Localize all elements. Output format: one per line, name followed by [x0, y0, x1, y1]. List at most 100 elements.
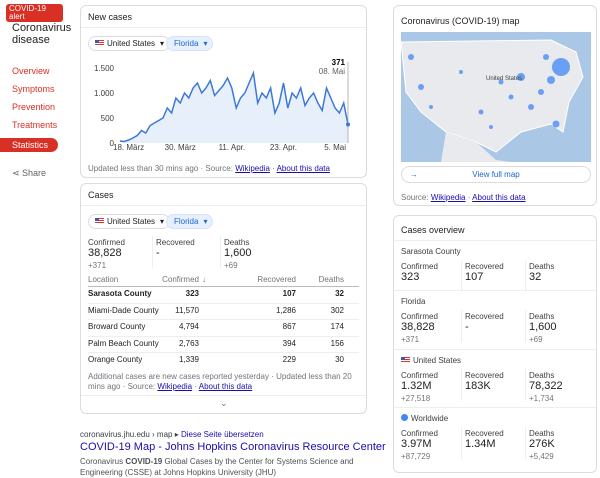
divider — [81, 205, 366, 206]
share[interactable]: ⋖ Share — [12, 168, 46, 179]
table-cell: Broward County — [88, 322, 146, 331]
country-filter[interactable]: United States — [88, 214, 171, 229]
divider — [394, 290, 596, 291]
filter-label: Florida — [174, 39, 199, 48]
table-cell: 107 — [282, 289, 296, 298]
region-name: Worldwide — [401, 414, 448, 423]
table-header: Confirmed — [162, 275, 199, 284]
region-label: Florida — [401, 297, 426, 306]
state-filter[interactable]: Florida — [166, 36, 214, 51]
footer: Updated less than 30 mins ago · Source: … — [88, 164, 330, 173]
separator — [525, 427, 526, 459]
footer: Additional cases are new cases reported … — [88, 372, 352, 391]
nav-item[interactable]: Symptoms — [12, 84, 55, 94]
stat-value: 276K — [529, 438, 555, 450]
alert-badge[interactable]: COVID-19 alert — [6, 4, 63, 22]
stat-label: Deaths — [529, 371, 555, 380]
row-divider — [88, 352, 359, 353]
separator — [152, 236, 153, 268]
divider — [394, 240, 596, 241]
about-link[interactable]: About this data — [198, 382, 253, 391]
table-header: Recovered — [257, 275, 296, 284]
table-cell: 1,286 — [275, 305, 296, 315]
table-cell: 302 — [330, 305, 344, 315]
nav-item[interactable]: Overview — [12, 66, 50, 76]
card-title: Cases — [88, 190, 114, 200]
region-label: Worldwide — [411, 414, 449, 423]
region-name: Florida — [401, 297, 425, 306]
stat-label: Deaths — [529, 429, 555, 438]
stat-label: Deaths — [529, 262, 555, 271]
separator — [461, 310, 462, 342]
nav-item[interactable]: Prevention — [12, 102, 56, 112]
stat-value: 1,600 — [529, 321, 557, 333]
separator — [525, 260, 526, 292]
stat-change: +87,729 — [401, 452, 431, 461]
snippet-text: Global Cases by the Center for Systems S… — [80, 457, 354, 477]
state-filter[interactable]: Florida — [166, 214, 214, 229]
separator — [461, 260, 462, 292]
table-cell: Miami-Dade County — [88, 305, 159, 315]
row-divider — [88, 302, 359, 304]
source-link[interactable]: Wikipedia — [430, 193, 466, 202]
divider — [394, 407, 596, 408]
about-link[interactable]: About this data — [472, 193, 526, 202]
stat-change: +27,518 — [401, 394, 431, 403]
stat-value: 38,828 — [88, 247, 122, 259]
translate-link[interactable]: Diese Seite übersetzen — [180, 430, 264, 439]
stat-label: Recovered — [156, 238, 195, 247]
globe-icon — [401, 414, 408, 421]
stat-label: Confirmed — [401, 312, 438, 321]
source-link[interactable]: Wikipedia — [235, 164, 270, 173]
source-link[interactable]: Wikipedia — [157, 382, 193, 391]
flag-icon — [401, 357, 410, 363]
updated: Updated less than 30 mins ago — [88, 164, 199, 173]
map[interactable]: United States — [401, 32, 591, 162]
divider — [394, 349, 596, 350]
stat-change: +69 — [529, 335, 543, 344]
result-title[interactable]: COVID-19 Map - Johns Hopkins Coronavirus… — [80, 441, 386, 453]
stat-value: 323 — [401, 271, 420, 283]
region-name: United States — [401, 356, 461, 365]
new-cases-card: New cases United States Florida Updated … — [80, 5, 367, 178]
stat-label: Deaths — [529, 312, 555, 321]
stat-value: 1.32M — [401, 380, 432, 392]
card-title: New cases — [88, 12, 133, 22]
separator — [220, 236, 221, 268]
expand-chevron[interactable]: ⌄ — [220, 398, 228, 408]
share-icon: ⋖ — [12, 168, 23, 178]
table-cell: 1,339 — [178, 355, 199, 364]
stat-label: Recovered — [465, 371, 504, 380]
divider — [81, 27, 366, 28]
map-label: United States — [486, 76, 522, 82]
table-cell: 867 — [282, 322, 296, 331]
filter-label: Florida — [174, 217, 199, 226]
note: Additional cases are new cases reported … — [88, 372, 352, 391]
divider — [81, 395, 366, 396]
breadcrumb: coronavirus.jhu.edu › map ▸ Diese Seite … — [80, 430, 264, 439]
view-map-button[interactable]: → View full map — [401, 166, 591, 183]
nav-item[interactable]: Treatments — [12, 120, 58, 130]
separator — [525, 310, 526, 342]
stat-value: 38,828 — [401, 321, 435, 333]
separator — [461, 427, 462, 459]
filter-label: United States — [107, 217, 156, 226]
stat-value: 107 — [465, 271, 484, 283]
snippet-bold: COVID-19 — [125, 457, 163, 466]
about-link[interactable]: About this data — [276, 164, 330, 173]
sort-icon: ↓ — [202, 275, 206, 284]
country-filter[interactable]: United States — [88, 36, 171, 51]
stat-change: +1,734 — [529, 394, 554, 403]
table-header: Location — [88, 275, 119, 284]
table-cell: Sarasota County — [88, 289, 152, 298]
table-cell: 32 — [335, 289, 344, 298]
nav-item[interactable]: Statistics — [0, 138, 59, 152]
table-cell: 4,794 — [178, 322, 199, 331]
overview-card: Cases overview Sarasota County Confirmed 3… — [393, 215, 597, 473]
snippet: Coronavirus COVID-19 Global Cases by the… — [80, 456, 360, 478]
source-label: Source: — [401, 193, 429, 202]
table-header: Deaths — [318, 275, 344, 284]
table-cell: Palm Beach County — [88, 338, 159, 348]
stat-label: Deaths — [224, 238, 250, 247]
